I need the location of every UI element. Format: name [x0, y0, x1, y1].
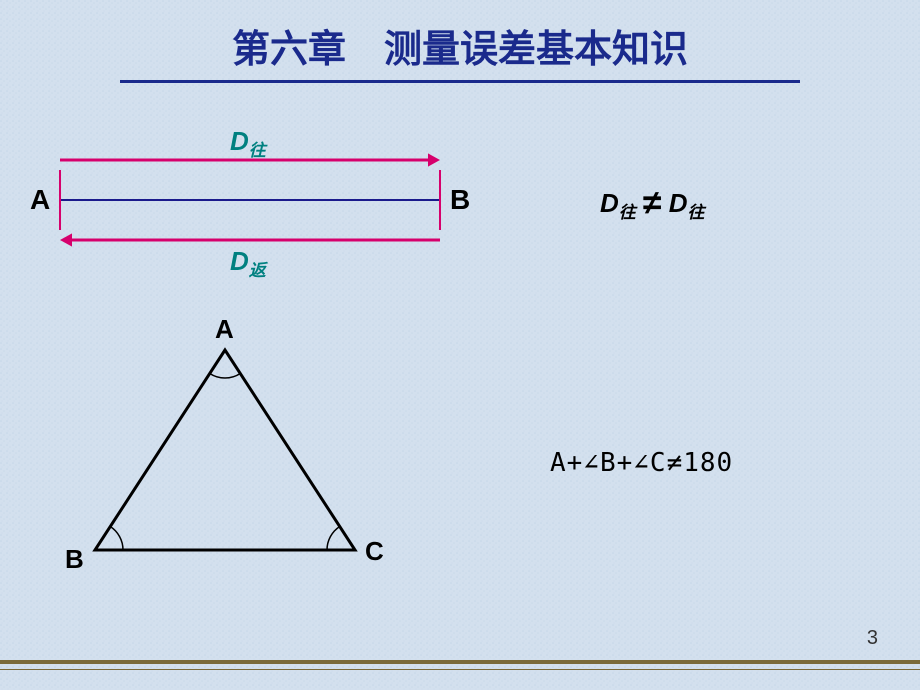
triangle-B-label: B — [65, 544, 84, 575]
eq1-D1: D — [600, 188, 619, 218]
bottom-rule-thin — [0, 669, 920, 670]
eq1-D1-sub: 往 — [619, 203, 636, 222]
neq-symbol: ≠ — [643, 184, 662, 222]
distance-inequality: D往 ≠ D往 — [600, 182, 704, 223]
eq1-D2: D — [669, 188, 688, 218]
page-number: 3 — [867, 627, 878, 650]
triangle-diagram — [0, 0, 460, 620]
eq1-D2-sub: 往 — [687, 203, 704, 222]
triangle-A-label: A — [215, 314, 234, 345]
bottom-rule — [0, 660, 920, 664]
angle-sum-inequality: A+∠B+∠C≠180 — [550, 448, 733, 478]
slide: 第六章 测量误差基本知识 A B D往 D返 D往 ≠ D往 A B C A+∠… — [0, 0, 920, 690]
triangle-C-label: C — [365, 536, 384, 567]
